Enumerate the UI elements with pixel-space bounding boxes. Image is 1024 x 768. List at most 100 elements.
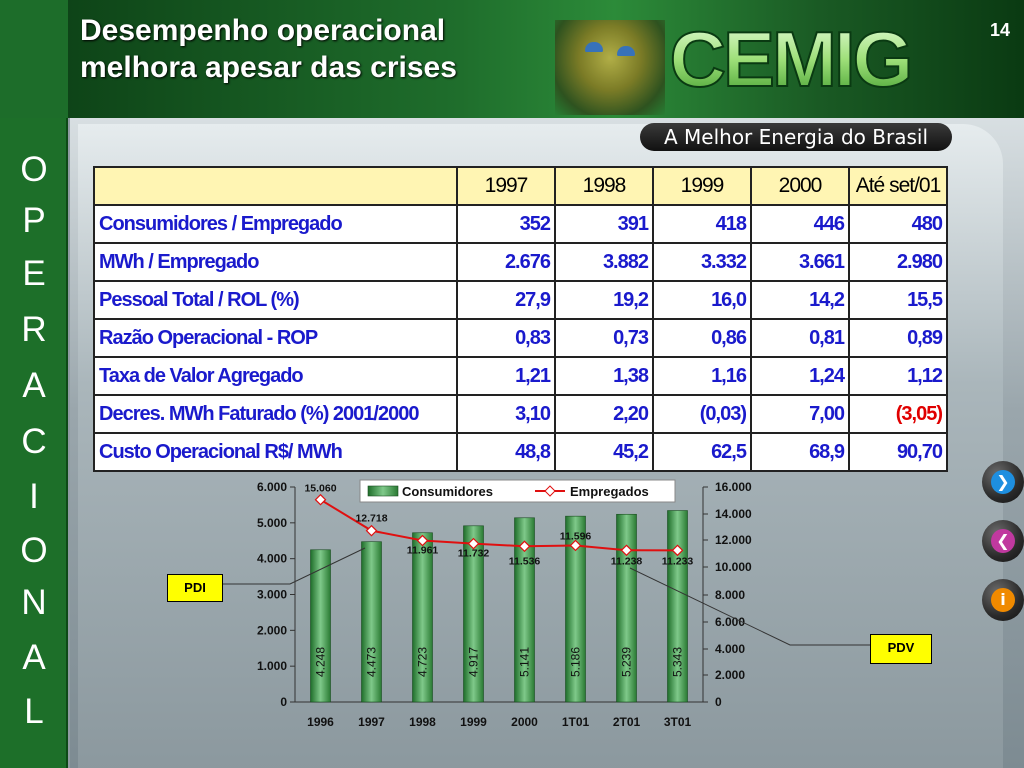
table-cell: 16,0 — [652, 280, 752, 320]
chevron-left-icon: ❮ — [991, 529, 1015, 553]
table-cell: 480 — [848, 204, 948, 244]
empregados-point — [518, 540, 531, 553]
table-body: Consumidores / Empregado 352 391 418 446 480 M… — [93, 204, 948, 472]
table-cell: 0,83 — [456, 318, 556, 358]
consumidores-bar — [310, 549, 331, 703]
consumidores-bar-label: 5.141 — [518, 647, 532, 677]
table-row: Custo Operacional R$/ MWh 48,8 45,2 62,5 68,… — [93, 432, 948, 472]
table-cell: 446 — [750, 204, 850, 244]
table-row: Decres. MWh Faturado (%) 2001/2000 3,10 2,… — [93, 394, 948, 434]
next-slide-button[interactable]: ❯ — [982, 461, 1024, 503]
consumidores-bar — [361, 541, 382, 703]
empregados-point-label: 11.238 — [611, 555, 643, 567]
right-axis-tick-label: 6.000 — [715, 615, 745, 629]
right-axis-tick-label: 0 — [715, 695, 722, 709]
table-cell: 62,5 — [652, 432, 752, 472]
table-cell: 3,10 — [456, 394, 556, 434]
empregados-point-label: 11.233 — [662, 555, 694, 567]
table-header-col: 2000 — [750, 166, 850, 206]
consumidores-bar — [514, 517, 535, 703]
table-header-col: Até set/01 — [848, 166, 948, 206]
table-cell: 3.661 — [750, 242, 850, 282]
table-cell: 19,2 — [554, 280, 654, 320]
table-row: Taxa de Valor Agregado 1,21 1,38 1,16 1,24 1,… — [93, 356, 948, 396]
pdv-callout: PDV — [870, 634, 932, 664]
sidebar-letter: O — [20, 531, 48, 570]
chevron-right-icon: ❯ — [991, 470, 1015, 494]
row-label: Decres. MWh Faturado (%) 2001/2000 — [93, 394, 458, 434]
empregados-point — [416, 534, 429, 547]
table-cell: 3.332 — [652, 242, 752, 282]
page-number: 14 — [989, 20, 1010, 40]
table-cell: 1,21 — [456, 356, 556, 396]
table-cell: 48,8 — [456, 432, 556, 472]
right-axis-tick-label: 14.000 — [715, 507, 752, 521]
x-axis-tick-label: 1999 — [460, 715, 487, 729]
table-cell: 391 — [554, 204, 654, 244]
empregados-line — [319, 498, 678, 552]
legend-label-consumidores: Consumidores — [402, 484, 493, 499]
table-header-col: 1999 — [652, 166, 752, 206]
table-cell: (3,05) — [848, 394, 948, 434]
info-button[interactable]: i — [982, 579, 1024, 621]
row-label: Razão Operacional - ROP — [93, 318, 458, 358]
table-cell: 352 — [456, 204, 556, 244]
empregados-point — [365, 524, 378, 537]
legend-swatch-consumidores — [367, 485, 399, 497]
table-row: Pessoal Total / ROL (%) 27,9 19,2 16,0 14,2 1… — [93, 280, 948, 320]
table-cell: 2.980 — [848, 242, 948, 282]
left-axis-tick-label: 6.000 — [257, 480, 287, 494]
consumidores-bar-label: 5.186 — [569, 647, 583, 677]
pdi-callout: PDI — [167, 574, 223, 602]
consumidores-bar-label: 5.239 — [620, 647, 634, 677]
right-axis-tick-label: 2.000 — [715, 668, 745, 682]
header-banner: CEMIG Desempenho operacional melhora ape… — [0, 0, 1024, 118]
row-label: Pessoal Total / ROL (%) — [93, 280, 458, 320]
consumidores-bar-label: 4.473 — [365, 647, 379, 677]
table-cell: 1,16 — [652, 356, 752, 396]
empregados-point — [569, 539, 582, 552]
table-header-row: 1997 1998 1999 2000 Até set/01 — [93, 166, 948, 206]
sidebar-letter: N — [21, 583, 47, 622]
x-axis-tick-label: 2000 — [511, 715, 538, 729]
consumidores-bar-label: 4.723 — [416, 647, 430, 677]
table-cell: 68,9 — [750, 432, 850, 472]
chart-legend — [359, 479, 676, 503]
x-axis-tick-label: 1996 — [307, 715, 334, 729]
table-cell: 2,20 — [554, 394, 654, 434]
left-axis-tick-label: 1.000 — [257, 659, 287, 673]
left-axis-tick-label: 4.000 — [257, 552, 287, 566]
right-axis-tick-label: 12.000 — [715, 533, 752, 547]
table-cell: 1,12 — [848, 356, 948, 396]
row-label: MWh / Empregado — [93, 242, 458, 282]
empregados-point-label: 12.718 — [355, 513, 387, 525]
table-cell: 0,73 — [554, 318, 654, 358]
sidebar-letter: A — [22, 638, 46, 677]
table-row: MWh / Empregado 2.676 3.882 3.332 3.661 2.980 — [93, 242, 948, 282]
empregados-point-label: 11.732 — [458, 548, 490, 560]
table-cell: 418 — [652, 204, 752, 244]
operational-table: 1997 1998 1999 2000 Até set/01 Consumido… — [93, 166, 948, 472]
right-axis-tick-label: 4.000 — [715, 642, 745, 656]
table-cell: 15,5 — [848, 280, 948, 320]
left-axis-tick-label: 2.000 — [257, 623, 287, 637]
table-cell: 27,9 — [456, 280, 556, 320]
table-cell: 7,00 — [750, 394, 850, 434]
x-axis-tick-label: 1T01 — [562, 715, 590, 729]
consumers-employees-chart: 0 1.000 2.000 3.000 4.000 5.000 6.000 0 2.000 4.0… — [257, 479, 752, 729]
table-cell: 0,86 — [652, 318, 752, 358]
legend-label-empregados: Empregados — [570, 484, 649, 499]
prev-slide-button[interactable]: ❮ — [982, 520, 1024, 562]
empregados-point — [467, 537, 480, 550]
info-icon: i — [991, 588, 1015, 612]
consumidores-bar — [412, 532, 433, 703]
empregados-point-label: 15.060 — [304, 483, 336, 495]
x-axis-tick-label: 3T01 — [664, 715, 692, 729]
row-label: Taxa de Valor Agregado — [93, 356, 458, 396]
legend-marker-empregados — [544, 485, 556, 497]
right-axis-tick-label: 8.000 — [715, 588, 745, 602]
sidebar-letter: O — [20, 150, 48, 189]
consumidores-bar — [463, 525, 484, 703]
empregados-point-label: 11.536 — [509, 555, 541, 567]
